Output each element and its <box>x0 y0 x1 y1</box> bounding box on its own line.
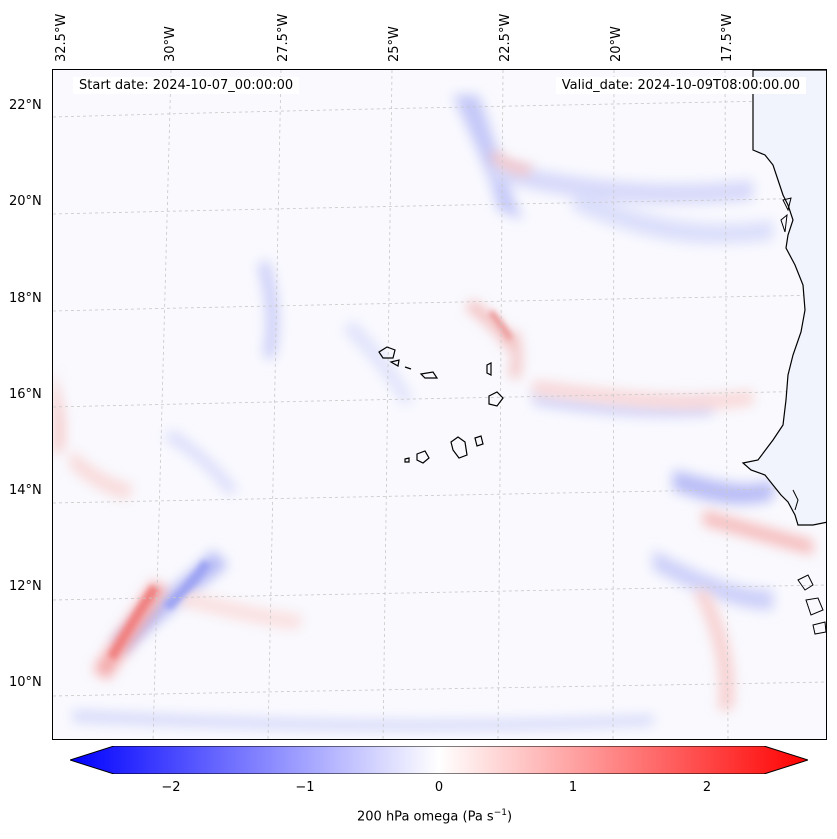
island-sao-nicolau <box>419 371 439 379</box>
lat-label-16n: 16°N <box>9 387 42 402</box>
colorbar-tick-2: 2 <box>702 780 712 795</box>
lat-label-12n: 12°N <box>9 579 42 594</box>
island-santo-antao <box>378 346 396 359</box>
colorbar-tick-0: 0 <box>434 780 444 795</box>
colorbar-tick-1: 1 <box>568 780 578 795</box>
cape-verde-islands <box>378 346 504 464</box>
colorbar-label: 200 hPa omega (Pa s−1) <box>357 808 513 825</box>
lon-label-30w: 30°W <box>163 26 178 62</box>
island-santa-luzia <box>404 366 412 370</box>
africa-coastline <box>741 70 826 635</box>
lon-label-22-5w: 22.5°W <box>498 13 513 62</box>
lat-label-14n: 14°N <box>9 483 42 498</box>
lat-label-22n: 22°N <box>9 98 42 113</box>
colorbar-tick-neg1: −1 <box>295 780 315 795</box>
valid-date-label: Valid_date: 2024-10-09T08:00:00.00 <box>555 77 806 94</box>
lon-label-27-5w: 27.5°W <box>276 13 291 62</box>
lon-label-20w: 20°W <box>609 26 624 62</box>
start-date-label: Start date: 2024-10-07_00:00:00 <box>73 77 300 94</box>
map-panel[interactable]: Start date: 2024-10-07_00:00:00 Valid_da… <box>52 69 827 740</box>
graticule <box>53 70 826 739</box>
island-sal <box>486 362 492 376</box>
lon-label-25w: 25°W <box>387 26 402 62</box>
colorbar <box>68 745 810 775</box>
island-boa-vista <box>488 391 504 407</box>
lon-label-17-5w: 17.5°W <box>720 13 735 62</box>
lat-label-10n: 10°N <box>9 675 42 690</box>
lat-label-18n: 18°N <box>9 291 42 306</box>
island-brava <box>404 457 410 463</box>
island-fogo <box>416 450 430 464</box>
colorbar-gradient <box>68 745 810 775</box>
island-santiago <box>450 436 468 459</box>
omega-field <box>53 70 826 739</box>
island-sao-vicente <box>389 359 400 367</box>
lat-label-20n: 20°N <box>9 194 42 209</box>
positive-omega-regions <box>53 150 813 710</box>
colorbar-tick-neg2: −2 <box>161 780 181 795</box>
island-maio <box>474 435 484 447</box>
lon-label-32-5w: 32.5°W <box>54 13 69 62</box>
